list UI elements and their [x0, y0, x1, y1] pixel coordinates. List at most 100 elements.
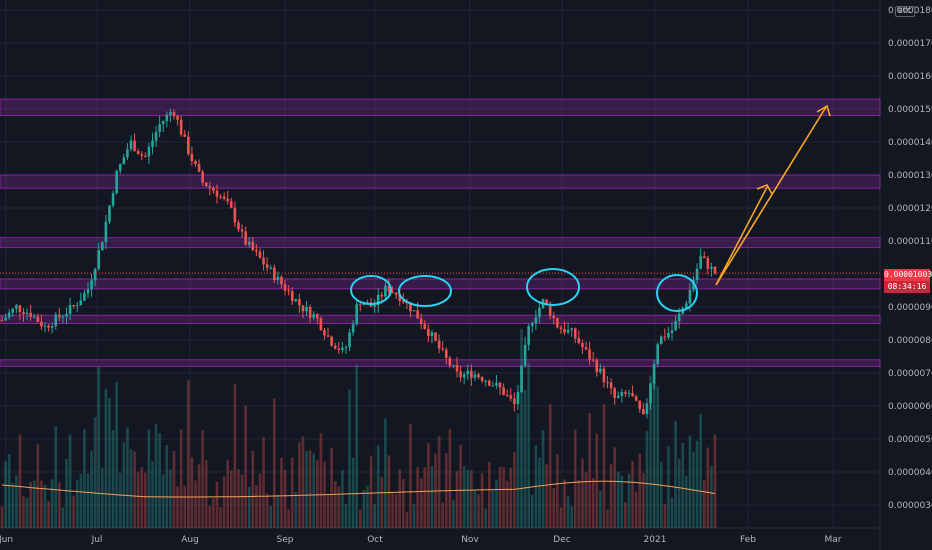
volume-bar [111, 429, 115, 528]
candle-body [36, 316, 40, 322]
candle-body [473, 374, 477, 378]
volume-bar [566, 495, 570, 528]
candle-body [18, 305, 22, 312]
volume-bar [380, 477, 384, 528]
volume-bar [394, 494, 398, 528]
candle-body [480, 377, 484, 381]
volume-bar [423, 467, 427, 528]
candle-body [624, 392, 627, 394]
volume-bar [11, 483, 15, 528]
candle-body [258, 251, 262, 258]
volume-bar [294, 492, 298, 528]
y-tick-label: 0.00001800 [888, 6, 932, 16]
volume-bar [487, 461, 491, 528]
candle-body [495, 382, 498, 386]
volume-bar [541, 430, 545, 528]
volume-bar [577, 480, 581, 528]
candle-body [430, 332, 434, 337]
candle-body [273, 267, 276, 281]
candle-body [509, 395, 513, 399]
volume-bar [645, 431, 649, 528]
candle-body [692, 280, 695, 290]
volume-bar [480, 473, 484, 528]
volume-bar [222, 476, 226, 528]
volume-bar [516, 413, 520, 528]
y-tick-label: 0.00000900 [888, 303, 932, 313]
candle-body [409, 302, 412, 312]
candle-body [627, 393, 631, 395]
currency-badge[interactable]: BTC [895, 6, 915, 17]
candle-body [312, 314, 316, 318]
candle-body [208, 186, 212, 188]
volume-bar [244, 405, 247, 528]
volume-bar [144, 472, 147, 528]
candle-body [552, 315, 556, 319]
candle-body [706, 258, 710, 269]
candle-body [265, 264, 269, 268]
volume-bar [595, 433, 599, 528]
x-tick-label: Aug [181, 535, 199, 545]
candle-body [642, 409, 645, 415]
candle-body [115, 170, 118, 194]
candle-body [255, 250, 258, 252]
volume-bar [591, 477, 595, 528]
y-tick-label: 0.00001500 [888, 105, 932, 115]
resistance-zone [0, 359, 881, 367]
candle-countdown-badge: 08:34:16 [884, 281, 930, 293]
volume-bar [384, 418, 387, 528]
volume-bar [337, 486, 341, 528]
candle-body [72, 305, 75, 307]
candle-body [545, 299, 548, 304]
volume-bar [54, 426, 58, 528]
candle-body [563, 329, 566, 333]
volume-bar [190, 457, 194, 528]
arrow-head [756, 183, 773, 195]
volume-bar [204, 460, 208, 528]
volume-bar [452, 500, 455, 528]
volume-bar [287, 509, 290, 528]
volume-bar [663, 504, 667, 528]
volume-bar [620, 475, 624, 528]
candle-body [283, 284, 287, 291]
volume-bar [273, 398, 276, 528]
volume-bar [702, 479, 706, 528]
volume-bar [262, 437, 265, 528]
volume-bar [710, 466, 713, 528]
candle-body [15, 305, 18, 309]
volume-bar [419, 478, 423, 528]
volume-bar [470, 470, 473, 528]
candle-body [344, 347, 348, 349]
volume-bar [613, 447, 616, 528]
volume-bar [265, 493, 269, 528]
volume-bar [258, 473, 262, 528]
candle-body [620, 392, 624, 396]
volume-bar [341, 470, 344, 528]
candle-body [330, 336, 333, 346]
resistance-zone [0, 237, 881, 249]
volume-bar [616, 471, 620, 528]
candle-body [230, 201, 233, 208]
candle-body [176, 115, 179, 120]
candle-body [523, 344, 527, 366]
candle-body [588, 349, 591, 360]
candle-body [498, 382, 502, 388]
candle-body [688, 289, 692, 304]
candle-body [470, 370, 473, 378]
candle-body [455, 365, 459, 372]
candle-body [584, 347, 588, 350]
volume-bar [176, 486, 179, 528]
volume-bar [276, 494, 280, 528]
volume-bar [86, 473, 90, 528]
candle-body [645, 403, 649, 415]
volume-bar [387, 455, 391, 528]
x-tick-label: Jun [0, 535, 13, 545]
volume-bar [527, 362, 530, 528]
candle-body [161, 121, 165, 125]
volume-bar [523, 389, 527, 528]
volume-bar [505, 480, 509, 528]
y-tick-label: 0.00000700 [888, 369, 932, 379]
volume-bar [405, 512, 409, 528]
volume-bar [556, 454, 559, 528]
